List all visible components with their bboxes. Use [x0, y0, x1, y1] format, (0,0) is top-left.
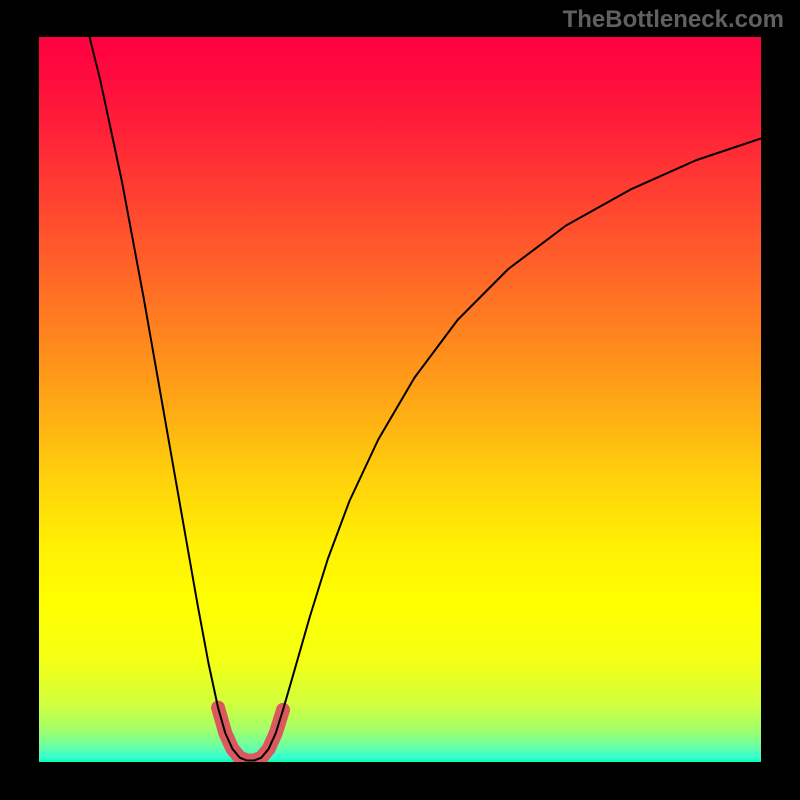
- gradient-background: [39, 37, 761, 762]
- watermark-text: TheBottleneck.com: [563, 6, 784, 34]
- chart-container: TheBottleneck.com: [0, 0, 800, 800]
- chart-svg: [39, 37, 761, 762]
- plot-area: [39, 37, 761, 762]
